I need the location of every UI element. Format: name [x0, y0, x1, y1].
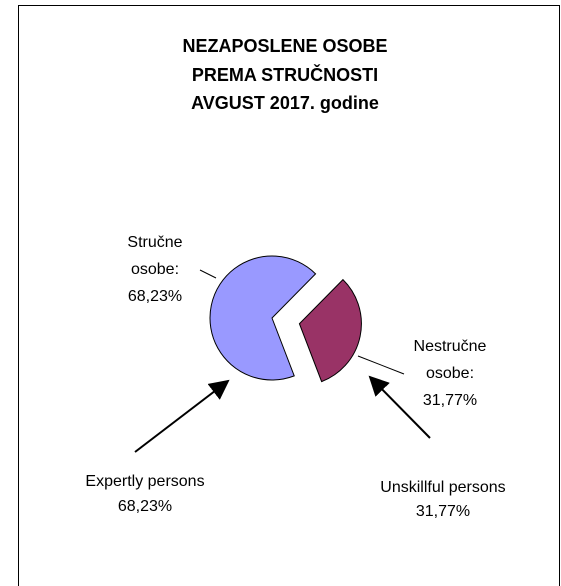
frame — [18, 5, 560, 586]
annotation: Expertly persons — [85, 473, 204, 490]
pie-slice — [209, 255, 317, 381]
slice-label: Stručne osobe: 68,23% — [107, 229, 203, 310]
slice-label: Nestručne osobe: 31,77% — [402, 333, 498, 414]
title-line: AVGUST 2017. godine — [191, 93, 379, 113]
pie-slice — [298, 278, 362, 383]
title-line: NEZAPOSLENE OSOBE — [182, 36, 387, 56]
annotation-value: 68,23% — [118, 498, 172, 515]
value-label: 31,77% — [422, 392, 478, 409]
leader-line — [357, 355, 405, 375]
annotation-value: 31,77% — [416, 503, 470, 520]
arrow — [368, 375, 431, 439]
leader-line — [199, 269, 217, 279]
category-label: Stručne osobe: — [127, 234, 183, 278]
category-label: Nestručne osobe: — [413, 338, 487, 382]
annotation: Unskillful persons — [380, 479, 505, 496]
arrow — [134, 379, 230, 453]
title-line: PREMA STRUČNOSTI — [192, 64, 378, 85]
value-label: 68,23% — [127, 288, 183, 305]
